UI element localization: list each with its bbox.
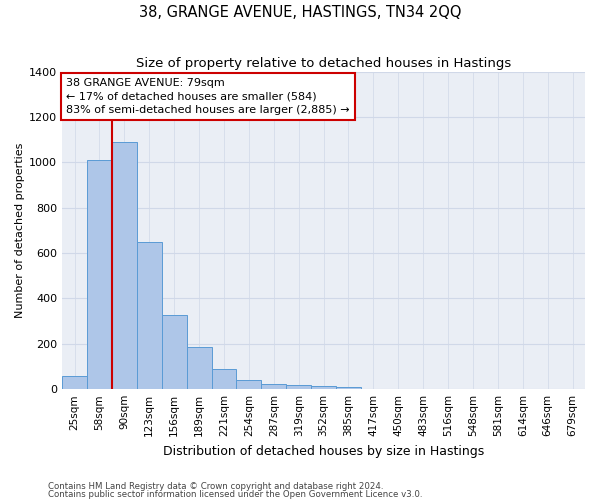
Title: Size of property relative to detached houses in Hastings: Size of property relative to detached ho… <box>136 58 511 70</box>
Text: Contains public sector information licensed under the Open Government Licence v3: Contains public sector information licen… <box>48 490 422 499</box>
Bar <box>187 347 212 389</box>
Bar <box>286 385 311 389</box>
Text: 38, GRANGE AVENUE, HASTINGS, TN34 2QQ: 38, GRANGE AVENUE, HASTINGS, TN34 2QQ <box>139 5 461 20</box>
Bar <box>311 386 336 389</box>
Bar <box>236 380 262 389</box>
Y-axis label: Number of detached properties: Number of detached properties <box>15 142 25 318</box>
X-axis label: Distribution of detached houses by size in Hastings: Distribution of detached houses by size … <box>163 444 484 458</box>
Bar <box>112 142 137 389</box>
Bar <box>336 387 361 389</box>
Bar <box>212 369 236 389</box>
Bar <box>137 242 162 389</box>
Bar <box>262 384 286 389</box>
Text: 38 GRANGE AVENUE: 79sqm
← 17% of detached houses are smaller (584)
83% of semi-d: 38 GRANGE AVENUE: 79sqm ← 17% of detache… <box>66 78 350 115</box>
Bar <box>87 160 112 389</box>
Text: Contains HM Land Registry data © Crown copyright and database right 2024.: Contains HM Land Registry data © Crown c… <box>48 482 383 491</box>
Bar <box>162 316 187 389</box>
Bar <box>62 376 87 389</box>
